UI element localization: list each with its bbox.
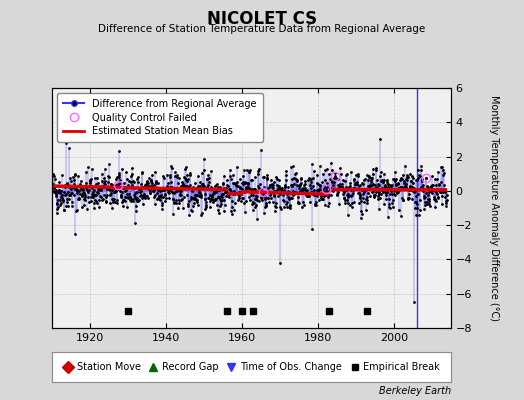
Legend: Station Move, Record Gap, Time of Obs. Change, Empirical Break: Station Move, Record Gap, Time of Obs. C…	[60, 359, 443, 375]
Text: Berkeley Earth: Berkeley Earth	[378, 386, 451, 396]
Text: NICOLET CS: NICOLET CS	[207, 10, 317, 28]
Text: Difference of Station Temperature Data from Regional Average: Difference of Station Temperature Data f…	[99, 24, 425, 34]
Y-axis label: Monthly Temperature Anomaly Difference (°C): Monthly Temperature Anomaly Difference (…	[489, 95, 499, 321]
Legend: Difference from Regional Average, Quality Control Failed, Estimated Station Mean: Difference from Regional Average, Qualit…	[57, 93, 263, 142]
